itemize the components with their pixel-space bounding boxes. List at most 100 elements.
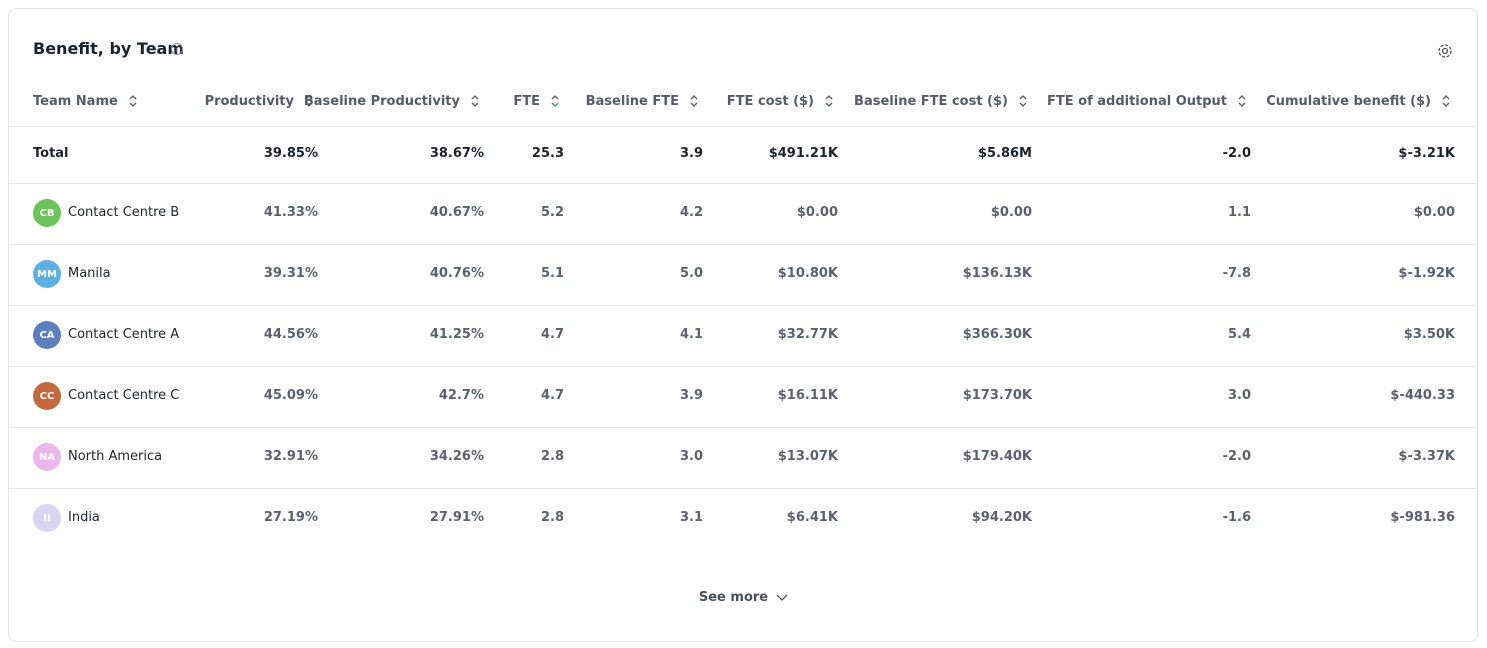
sort-icon xyxy=(690,95,698,107)
sort-icon xyxy=(129,95,137,107)
column-header-label: Productivity xyxy=(204,93,294,109)
table-cell: $366.30K xyxy=(962,327,1032,342)
avatar: II xyxy=(33,504,61,532)
column-header-label: Team Name xyxy=(33,93,118,109)
column-header-label: Baseline Productivity xyxy=(303,93,460,109)
sort-icon xyxy=(1238,95,1246,107)
table-cell: -7.8 xyxy=(1222,266,1251,281)
table-cell: $-3.21K xyxy=(1398,146,1455,161)
table-cell: 25.3 xyxy=(531,146,564,161)
column-header[interactable]: Team Name xyxy=(33,92,138,110)
table-cell: 41.25% xyxy=(429,327,484,342)
table-cell: 2.8 xyxy=(540,449,564,464)
table-cell: 4.7 xyxy=(540,327,564,342)
table-cell: $13.07K xyxy=(777,449,838,464)
row-divider xyxy=(9,183,1478,184)
table-cell: $0.00 xyxy=(796,205,838,220)
column-header[interactable]: FTE xyxy=(513,92,560,110)
table-cell: 3.9 xyxy=(679,388,703,403)
table-cell: 40.76% xyxy=(429,266,484,281)
table-cell: 3.1 xyxy=(679,510,703,525)
table-cell: $-3.37K xyxy=(1398,449,1455,464)
table-cell: -2.0 xyxy=(1222,449,1251,464)
table-cell: 34.26% xyxy=(429,449,484,464)
table-cell: 4.1 xyxy=(679,327,703,342)
team-name: Contact Centre A xyxy=(68,327,180,342)
table-cell: 44.56% xyxy=(263,327,318,342)
team-name: Manila xyxy=(68,266,111,281)
avatar: CC xyxy=(33,382,61,410)
column-header[interactable]: Baseline FTE cost ($) xyxy=(854,92,1028,110)
table-cell: $3.50K xyxy=(1403,327,1455,342)
row-divider xyxy=(9,244,1478,245)
card-title: Benefit, by Team xyxy=(33,39,185,58)
see-more-label: See more xyxy=(698,590,769,605)
row-divider xyxy=(9,305,1478,306)
sort-icon xyxy=(305,95,313,107)
table-cell: 2.8 xyxy=(540,510,564,525)
total-label: Total xyxy=(33,146,69,161)
row-divider xyxy=(9,488,1478,489)
sort-icon xyxy=(1442,95,1450,107)
table-cell: $6.41K xyxy=(786,510,838,525)
column-header-label: Cumulative benefit ($) xyxy=(1266,93,1431,109)
table-cell: 27.91% xyxy=(429,510,484,525)
column-header-label: Baseline FTE xyxy=(585,93,679,109)
table-cell: 4.7 xyxy=(540,388,564,403)
column-header-label: FTE cost ($) xyxy=(726,93,814,109)
table-cell: 40.67% xyxy=(429,205,484,220)
table-cell: 42.7% xyxy=(438,388,484,403)
table-cell: $10.80K xyxy=(777,266,838,281)
card xyxy=(8,8,1478,642)
avatar: CA xyxy=(33,321,61,349)
settings-icon[interactable] xyxy=(1436,42,1454,60)
row-divider xyxy=(9,427,1478,428)
table-cell: $5.86M xyxy=(977,146,1032,161)
table-cell: $136.13K xyxy=(962,266,1032,281)
column-header[interactable]: Baseline Productivity xyxy=(304,92,480,110)
table-cell: $0.00 xyxy=(990,205,1032,220)
team-name: India xyxy=(68,510,100,525)
table-cell: $-440.33 xyxy=(1390,388,1455,403)
table-cell: $32.77K xyxy=(777,327,838,342)
table-cell: $16.11K xyxy=(777,388,838,403)
avatar: NA xyxy=(33,443,61,471)
see-more-button[interactable]: See more xyxy=(0,590,1487,605)
column-header-label: FTE of additional Output xyxy=(1046,93,1227,109)
table-cell: 4.2 xyxy=(679,205,703,220)
column-header[interactable]: FTE cost ($) xyxy=(727,92,834,110)
table-cell: $0.00 xyxy=(1413,205,1455,220)
sort-icon xyxy=(471,95,479,107)
table-cell: -1.6 xyxy=(1222,510,1251,525)
team-name: Contact Centre B xyxy=(68,205,180,220)
team-name: Contact Centre C xyxy=(68,388,180,403)
info-icon[interactable] xyxy=(170,42,184,56)
table-cell: $491.21K xyxy=(768,146,838,161)
column-header[interactable]: Cumulative benefit ($) xyxy=(1266,92,1451,110)
table-cell: 5.4 xyxy=(1227,327,1251,342)
column-header[interactable]: Baseline FTE xyxy=(586,92,699,110)
column-header-label: FTE xyxy=(513,93,540,109)
table-cell: 3.0 xyxy=(679,449,703,464)
table-cell: 38.67% xyxy=(429,146,484,161)
table-cell: 1.1 xyxy=(1227,205,1251,220)
table-cell: 3.0 xyxy=(1227,388,1251,403)
sort-icon xyxy=(825,95,833,107)
table-cell: -2.0 xyxy=(1222,146,1251,161)
row-divider xyxy=(9,366,1478,367)
table-cell: 5.1 xyxy=(540,266,564,281)
avatar: MM xyxy=(33,260,61,288)
table-cell: 45.09% xyxy=(263,388,318,403)
table-cell: 41.33% xyxy=(263,205,318,220)
table-cell: $94.20K xyxy=(971,510,1032,525)
team-name: North America xyxy=(68,449,163,464)
column-header[interactable]: Productivity xyxy=(205,92,314,110)
table-cell: 39.31% xyxy=(263,266,318,281)
table-cell: 3.9 xyxy=(679,146,703,161)
table-cell: $179.40K xyxy=(962,449,1032,464)
table-cell: 32.91% xyxy=(263,449,318,464)
row-divider xyxy=(9,126,1478,127)
table-cell: $-1.92K xyxy=(1398,266,1455,281)
column-header[interactable]: FTE of additional Output xyxy=(1047,92,1247,110)
